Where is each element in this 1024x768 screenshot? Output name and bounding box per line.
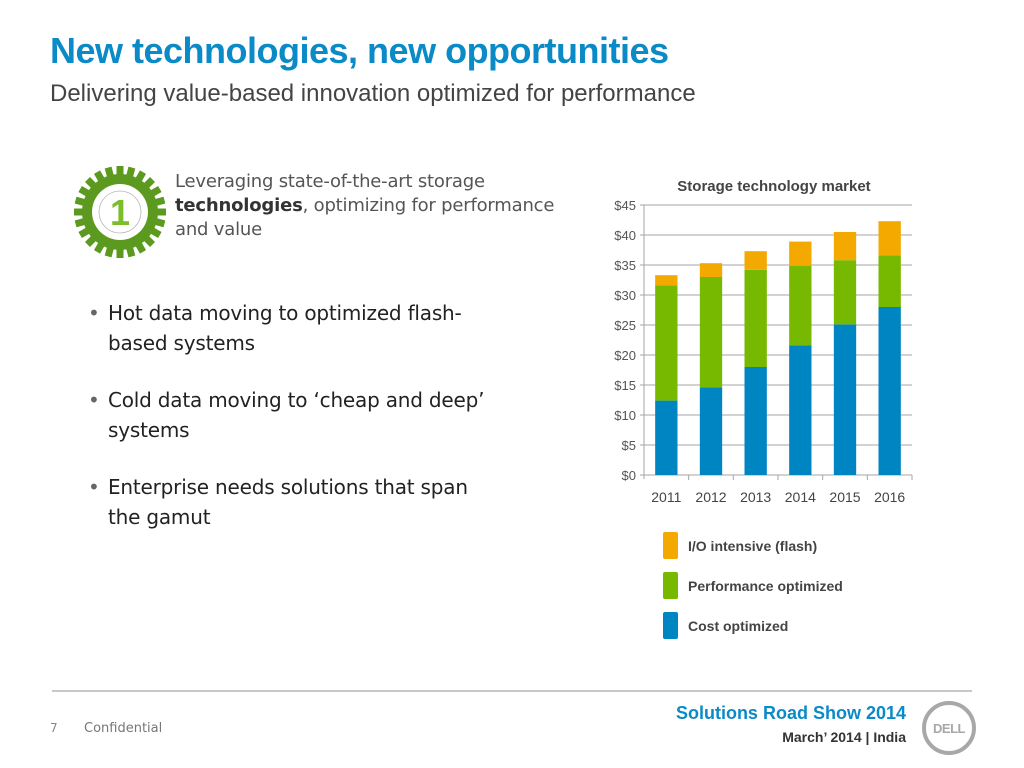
y-tick-label: $40 xyxy=(614,228,636,243)
bullet-item: • Cold data moving to ‘cheap and deep’ sy… xyxy=(86,385,506,445)
slide-subtitle: Delivering value-based innovation optimi… xyxy=(50,80,696,107)
x-tick-label: 2014 xyxy=(785,489,816,505)
gear-tooth xyxy=(116,166,124,178)
bar-segment-cost-optimized xyxy=(878,307,901,475)
y-tick-label: $15 xyxy=(614,378,636,393)
slide-title: New technologies, new opportunities xyxy=(50,30,669,71)
callout-text-before: Leveraging state-of-the-art storage xyxy=(175,171,485,192)
y-tick-label: $35 xyxy=(614,258,636,273)
legend-swatch xyxy=(663,532,678,559)
y-tick-label: $30 xyxy=(614,288,636,303)
bar-segment-cost-optimized xyxy=(833,324,857,475)
callout-text: Leveraging state-of-the-art storage tech… xyxy=(175,170,555,242)
bullet-text: Hot data moving to optimized flash-based… xyxy=(108,301,462,355)
bar-segment-performance-optimized xyxy=(878,255,901,307)
bar-segment-i-o-intensive-flash xyxy=(744,251,767,270)
bar-segment-performance-optimized xyxy=(744,269,767,367)
legend-label: Performance optimized xyxy=(688,578,843,594)
event-name: Solutions Road Show 2014 xyxy=(675,703,906,723)
x-tick-label: 2016 xyxy=(874,489,905,505)
y-tick-label: $45 xyxy=(614,198,636,213)
bar-segment-i-o-intensive-flash xyxy=(833,232,857,261)
callout-text-after: , optimizing for performance and value xyxy=(175,195,555,240)
y-tick-label: $5 xyxy=(622,438,636,453)
bar-segment-performance-optimized xyxy=(833,260,857,325)
x-tick-label: 2015 xyxy=(829,489,860,505)
bar-segment-cost-optimized xyxy=(699,387,723,475)
event-date: March’ 2014 | India xyxy=(782,729,906,745)
x-tick-label: 2011 xyxy=(651,489,681,505)
footer-divider xyxy=(52,690,972,692)
legend-label: Cost optimized xyxy=(688,618,788,634)
bullet-item: • Enterprise needs solutions that span th… xyxy=(86,472,506,532)
bar-segment-cost-optimized xyxy=(789,345,812,475)
bar-segment-cost-optimized xyxy=(744,367,767,475)
gear-icon: 1 xyxy=(74,166,166,258)
bar-segment-performance-optimized xyxy=(699,277,723,388)
bullet-dot-icon: • xyxy=(88,475,100,499)
y-tick-label: $25 xyxy=(614,318,636,333)
x-tick-label: 2013 xyxy=(740,489,771,505)
bar-segment-i-o-intensive-flash xyxy=(878,221,901,256)
legend-swatch xyxy=(663,572,678,599)
legend-label: I/O intensive (flash) xyxy=(688,538,817,554)
y-tick-label: $10 xyxy=(614,408,636,423)
bar-segment-performance-optimized xyxy=(655,285,678,401)
bar-segment-performance-optimized xyxy=(789,265,812,346)
bullet-item: • Hot data moving to optimized flash-base… xyxy=(86,298,506,358)
bullet-text: Enterprise needs solutions that span the… xyxy=(108,475,468,529)
y-tick-label: $0 xyxy=(622,468,636,483)
bar-segment-cost-optimized xyxy=(655,400,678,475)
bullet-list: • Hot data moving to optimized flash-base… xyxy=(86,298,506,559)
y-tick-label: $20 xyxy=(614,348,636,363)
storage-market-chart: Storage technology market $0 $5 $10 $15 $20 $… xyxy=(614,178,913,639)
x-tick-label: 2012 xyxy=(695,489,726,505)
callout-text-bold: technologies xyxy=(175,195,303,216)
bullet-dot-icon: • xyxy=(88,301,100,325)
bar-segment-i-o-intensive-flash xyxy=(699,263,723,277)
bullet-text: Cold data moving to ‘cheap and deep’ sys… xyxy=(108,388,485,442)
dell-logo: DELL xyxy=(922,701,976,755)
gear-tooth xyxy=(116,246,124,258)
bar-segment-i-o-intensive-flash xyxy=(789,241,812,266)
legend-swatch xyxy=(663,612,678,639)
callout-number: 1 xyxy=(110,192,130,233)
bar-segment-i-o-intensive-flash xyxy=(655,275,678,286)
confidential-label: Confidential xyxy=(84,721,163,736)
bullet-dot-icon: • xyxy=(88,388,100,412)
chart-title: Storage technology market xyxy=(677,178,870,195)
page-number: 7 xyxy=(50,721,58,735)
